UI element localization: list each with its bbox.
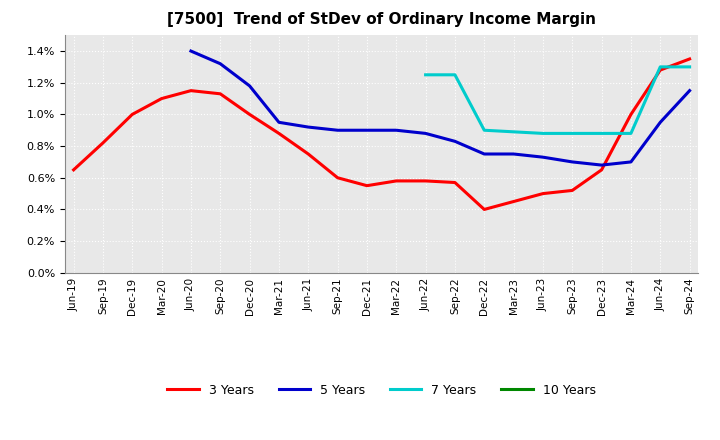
7 Years — [598, 131, 606, 136]
Line: 5 Years: 5 Years — [191, 51, 690, 165]
7 Years — [509, 129, 518, 135]
5 Years — [246, 83, 254, 88]
7 Years — [656, 64, 665, 70]
5 Years — [626, 159, 635, 165]
7 Years — [421, 72, 430, 77]
3 Years — [128, 112, 137, 117]
3 Years — [304, 151, 312, 157]
3 Years — [685, 56, 694, 62]
3 Years — [216, 91, 225, 96]
3 Years — [568, 188, 577, 193]
5 Years — [568, 159, 577, 165]
7 Years — [685, 64, 694, 70]
3 Years — [451, 180, 459, 185]
5 Years — [509, 151, 518, 157]
5 Years — [392, 128, 400, 133]
5 Years — [333, 128, 342, 133]
5 Years — [685, 88, 694, 93]
7 Years — [451, 72, 459, 77]
5 Years — [363, 128, 372, 133]
3 Years — [186, 88, 195, 93]
7 Years — [626, 131, 635, 136]
5 Years — [451, 139, 459, 144]
3 Years — [69, 167, 78, 172]
Legend: 3 Years, 5 Years, 7 Years, 10 Years: 3 Years, 5 Years, 7 Years, 10 Years — [163, 379, 600, 402]
3 Years — [598, 167, 606, 172]
3 Years — [274, 131, 283, 136]
3 Years — [157, 96, 166, 101]
3 Years — [392, 178, 400, 183]
3 Years — [363, 183, 372, 188]
5 Years — [656, 120, 665, 125]
3 Years — [333, 175, 342, 180]
7 Years — [539, 131, 547, 136]
5 Years — [539, 154, 547, 160]
3 Years — [626, 112, 635, 117]
7 Years — [480, 128, 489, 133]
7 Years — [568, 131, 577, 136]
3 Years — [539, 191, 547, 196]
5 Years — [186, 48, 195, 54]
3 Years — [421, 178, 430, 183]
5 Years — [274, 120, 283, 125]
3 Years — [480, 207, 489, 212]
Line: 3 Years: 3 Years — [73, 59, 690, 209]
3 Years — [246, 112, 254, 117]
5 Years — [598, 162, 606, 168]
5 Years — [480, 151, 489, 157]
5 Years — [421, 131, 430, 136]
Title: [7500]  Trend of StDev of Ordinary Income Margin: [7500] Trend of StDev of Ordinary Income… — [167, 12, 596, 27]
Line: 7 Years: 7 Years — [426, 67, 690, 133]
3 Years — [509, 199, 518, 204]
5 Years — [304, 125, 312, 130]
3 Years — [99, 140, 107, 146]
3 Years — [656, 67, 665, 73]
5 Years — [216, 61, 225, 66]
